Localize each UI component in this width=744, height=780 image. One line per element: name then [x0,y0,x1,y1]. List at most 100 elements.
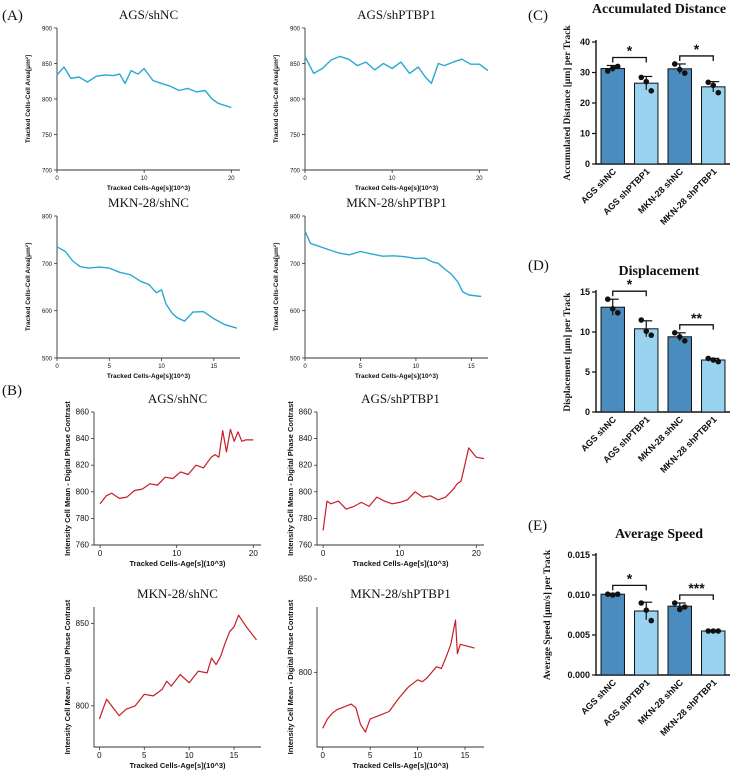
y-tick-label: 760 [299,541,313,550]
y-tick-label: 500 [42,357,53,363]
data-point [710,82,717,89]
y-tick-label: 760 [76,541,90,550]
y-tick-label: 0.005 [567,630,590,640]
panel-label-b: (B) [2,383,22,399]
x-tick-label: 5 [142,751,147,760]
panel-label-e: (E) [528,518,547,534]
data-point [671,330,678,336]
y-axis-label: Tracked Cells-Cell Area[μm²] [273,243,280,331]
line-chart-b4: MKN-28/shPTBP1 800 850 0 5 10 15 Tracked Cells-… [286,575,484,770]
y-axis-label: Tracked Cells-Cell Area[μm²] [273,55,280,143]
x-tick-label: 10 [395,549,404,558]
data-point [715,628,722,634]
data-point [648,332,655,339]
data-point [710,357,717,363]
data-point [604,591,611,597]
y-tick-label: 820 [76,461,90,470]
y-tick-label: 5 [585,367,590,377]
y-tick-label: 820 [299,461,313,470]
axis-lines [93,412,261,546]
data-point [638,317,645,323]
x-tick-label: 10 [413,751,422,760]
x-tick-label: 0 [55,364,59,370]
x-axis-label: Tracked Cells-Age[s](10^3) [355,184,438,192]
chart-title: MKN-28/shPTBP1 [350,586,450,601]
significance-bracket [612,584,647,591]
x-tick-label: 15 [230,751,239,760]
bar [634,82,659,165]
data-point [671,61,678,67]
x-tick-label: 15 [468,364,475,370]
significance-bracket [612,56,647,63]
chart-title: MKN-28/shNC [137,586,218,601]
significance-label: *** [688,580,705,596]
y-tick-label: 700 [42,169,53,175]
significance-bracket [612,290,647,297]
y-tick-label: 40 [580,37,590,47]
series-line [322,447,485,531]
y-tick-label: 800 [290,215,301,221]
y-tick-label: 800 [290,98,301,104]
x-tick-label: 10 [185,751,194,760]
bar [600,306,625,413]
y-axis-label: Intensity Cell Mean - Digital Phase Cont… [286,401,295,556]
chart-title: Accumulated Distance [592,2,726,17]
data-point [638,600,645,606]
y-tick-label: 900 [290,27,301,33]
axis-lines [304,28,488,171]
y-tick-label: 800 [76,487,90,496]
bar-chart-e: Average Speed 0.000 0.005 0.010 0.015 Average… [543,527,730,738]
y-tick-label: 15 [580,287,590,297]
chart-title: Average Speed [615,527,703,542]
series-line [56,66,232,109]
line-chart-b2: AGS/shPTBP1 760 780 800 820 840 860 0 10 20 Tracke… [286,391,485,568]
data-point [705,355,712,362]
significance-label: * [627,42,633,58]
series-line [56,246,238,329]
significance-label: ** [691,310,702,326]
panel-label-a: (A) [2,8,23,24]
category-label: MKN-28 shPTBP1 [658,414,718,474]
y-tick-label: 800 [299,487,313,496]
charts: AGS/shNC 700 750 800 850 900 0 10 20 Tracked Cell… [25,2,730,770]
x-tick-label: 10 [172,549,181,558]
y-tick-label: 700 [290,169,301,175]
y-tick-label: 20 [580,98,590,108]
chart-title: MKN-28/shPTBP1 [346,195,446,210]
x-tick-label: 0 [303,176,307,182]
bar [667,605,692,676]
x-tick-label: 20 [476,176,483,182]
y-tick-label: 750 [290,133,301,139]
data-point [705,628,712,634]
data-point [681,604,688,610]
x-axis-label: Tracked Cells-Age[s](10^3) [352,559,449,568]
y-tick-label: 850 [76,619,90,628]
x-tick-label: 10 [158,364,165,370]
chart-title: AGS/shPTBP1 [357,7,436,22]
y-tick-label: 0.010 [567,590,590,600]
x-axis-label: Tracked Cells-Age[s](10^3) [107,372,190,380]
x-axis-label: Tracked Cells-Age[s](10^3) [352,761,449,770]
y-axis-label: Average Speed [μm/s] per Track [543,549,553,680]
data-point [705,79,712,86]
significance-bracket [679,55,714,61]
chart-title: AGS/shNC [148,391,207,406]
data-point [609,592,616,598]
y-tick-label: 0 [585,407,590,417]
data-point [648,617,655,624]
x-tick-label: 0 [303,364,307,370]
significance-bracket [679,324,714,330]
data-point [604,68,611,74]
x-tick-label: 0 [321,549,326,558]
category-label: MKN-28 shPTBP1 [658,677,718,737]
data-point [614,63,621,70]
bar [634,610,659,676]
chart-title: MKN-28/shNC [108,195,189,210]
y-tick-label: 860 [76,408,90,417]
y-tick-label: 700 [42,262,53,268]
y-tick-label: 850 [42,62,53,68]
y-tick-label: 780 [76,514,90,523]
bar-chart-c: Accumulated Distance 0 10 20 30 40 Accumulated… [563,2,730,227]
bar [634,328,659,413]
